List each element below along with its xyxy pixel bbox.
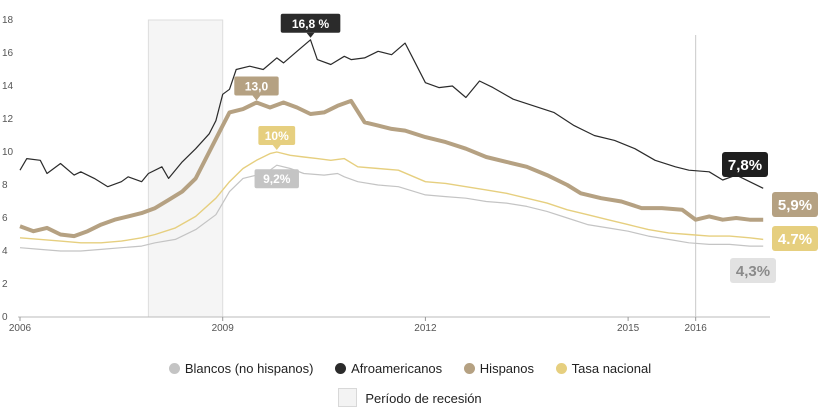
- annotation-pointer: [306, 32, 315, 38]
- end-label-hispanos: 5,9%: [772, 192, 818, 217]
- annotation-blancos-no-hispanos: 9,2%: [254, 169, 299, 189]
- y-tick-label: 4: [2, 246, 8, 257]
- legend-label: Tasa nacional: [571, 361, 652, 377]
- legend-dot-blancos: [168, 363, 180, 375]
- annotation-label: 10%: [265, 129, 289, 143]
- y-tick-label: 10: [2, 147, 14, 158]
- y-tick-label: 16: [2, 48, 14, 59]
- legend-dot-tasa-nacional: [555, 363, 567, 375]
- annotation-tasa-nacional: 10%: [258, 126, 296, 150]
- legend-label: Hispanos: [479, 361, 534, 377]
- end-label-box: [772, 226, 818, 251]
- y-tick-label: 0: [2, 312, 8, 323]
- annotation-label: 16,8 %: [292, 17, 330, 31]
- recession-swatch: [338, 388, 358, 407]
- y-tick-label: 14: [2, 81, 14, 92]
- annotation-pointer: [272, 145, 281, 150]
- x-tick-label: 2016: [685, 323, 708, 334]
- annotation-box: [234, 76, 279, 96]
- end-label-box: [772, 192, 818, 217]
- recession-band: [147, 19, 224, 318]
- end-label-text: 7,8%: [728, 157, 762, 174]
- annotation-pointer: [252, 95, 261, 101]
- x-tick-label: 2012: [414, 323, 437, 334]
- end-label-text: 4.7%: [778, 231, 812, 248]
- y-tick-label: 8: [2, 180, 8, 191]
- end-label-box: [730, 258, 776, 283]
- legend-dot-hispanos: [463, 363, 475, 375]
- y-tick-label: 12: [2, 114, 14, 125]
- annotation-label: 9,2%: [263, 172, 291, 186]
- legend-item-hispanos[interactable]: Hispanos: [463, 361, 534, 377]
- annotation-box: [280, 13, 341, 33]
- series-line-hispanos: [19, 98, 764, 239]
- end-label-text: 5,9%: [778, 197, 812, 214]
- annotation-box: [258, 126, 296, 145]
- legend-label: Blancos (no hispanos): [184, 361, 314, 377]
- series-line-blancos-no-hispanos: [19, 164, 764, 252]
- end-label-tasa-nacional: 4.7%: [772, 226, 818, 251]
- end-label-text: 4,3%: [736, 263, 770, 280]
- x-tick-label: 2006: [9, 323, 32, 334]
- series-line-tasa-nacional: [19, 151, 764, 244]
- end-label-afroamericanos: 7,8%: [722, 152, 768, 177]
- recession-legend-label: Período de recesión: [365, 391, 482, 406]
- legend-item-tasa-nacional[interactable]: Tasa nacional: [555, 361, 652, 377]
- x-tick-label: 2009: [212, 323, 235, 334]
- legend-item-afroamericanos[interactable]: Afroamericanos: [335, 361, 442, 376]
- legend: Blancos (no hispanos) Afroamericanos His…: [0, 360, 820, 376]
- legend-item-blancos[interactable]: Blancos (no hispanos): [168, 361, 314, 377]
- annotation-box: [254, 169, 299, 189]
- end-label-blancos-no-hispanos: 4,3%: [730, 258, 776, 283]
- legend-dot-afroamericanos: [335, 363, 347, 375]
- x-tick-label: 2015: [617, 323, 640, 334]
- annotation-hispanos: 13,0: [234, 76, 279, 101]
- unemployment-chart: 0 2 4 6 8 10 12 14 16 18 2006 2009 2012 2015 2016 16,…: [2, 13, 818, 334]
- legend-label: Afroamericanos: [351, 361, 443, 377]
- recession-legend: Período de recesión: [0, 388, 820, 407]
- series-line-afroamericanos: [19, 39, 764, 189]
- y-tick-label: 2: [2, 279, 8, 290]
- annotation-label: 13,0: [245, 80, 269, 94]
- y-tick-label: 6: [2, 213, 8, 224]
- end-label-box: [722, 152, 768, 177]
- annotation-afroamericanos: 16,8 %: [280, 13, 341, 38]
- y-tick-label: 18: [2, 15, 14, 26]
